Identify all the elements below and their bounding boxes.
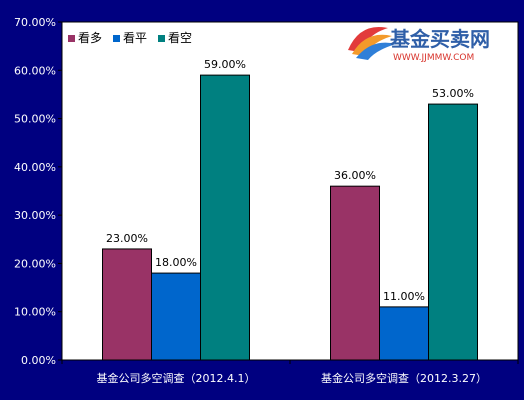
y-tick-label: 20.00%: [14, 257, 56, 270]
bar-0-1: [330, 185, 380, 361]
legend-label-0: 看多: [78, 31, 102, 45]
watermark-url: WWW.JJMMW.COM: [393, 53, 474, 63]
y-tick-label: 0.00%: [21, 354, 56, 367]
data-label-2-0: 59.00%: [204, 58, 246, 71]
y-tick-label: 70.00%: [14, 16, 56, 29]
data-label-1-0: 18.00%: [155, 256, 197, 269]
legend-swatch-0: [68, 35, 75, 42]
data-labels: 23.00% 18.00% 59.00% 36.00% 11.00% 53.00%: [106, 58, 474, 303]
x-axis: 基金公司多空调查（2012.4.1） 基金公司多空调查（2012.3.27）: [61, 360, 519, 385]
data-label-1-1: 11.00%: [383, 290, 425, 303]
legend-label-1: 看平: [123, 31, 147, 45]
x-category-label: 基金公司多空调查（2012.4.1）: [97, 371, 256, 385]
legend-swatch-1: [113, 35, 120, 42]
data-label-0-1: 36.00%: [334, 169, 376, 182]
bar-1-1: [379, 306, 429, 361]
bar-2-1: [428, 103, 478, 361]
data-label-0-0: 23.00%: [106, 232, 148, 245]
y-axis: 0.00% 10.00% 20.00% 30.00% 40.00% 50.00% 60.00…: [14, 16, 62, 367]
bar-0-0: [102, 248, 152, 361]
legend-label-2: 看空: [168, 31, 192, 45]
bar-2-0: [200, 74, 250, 361]
legend-swatch-2: [158, 35, 165, 42]
y-tick-label: 60.00%: [14, 64, 56, 77]
watermark-logo: 基金买卖网 WWW.JJMMW.COM: [348, 26, 490, 63]
watermark-brand: 基金买卖网: [390, 27, 490, 51]
x-category-label: 基金公司多空调查（2012.3.27）: [321, 371, 487, 385]
data-label-2-1: 53.00%: [432, 87, 474, 100]
bars: [102, 74, 478, 361]
y-tick-label: 30.00%: [14, 209, 56, 222]
bar-1-0: [151, 272, 201, 361]
y-tick-label: 40.00%: [14, 161, 56, 174]
legend: 看多 看平 看空: [68, 31, 192, 45]
y-tick-label: 50.00%: [14, 113, 56, 126]
logo-swoosh-icon: [348, 26, 396, 60]
y-tick-label: 10.00%: [14, 306, 56, 319]
